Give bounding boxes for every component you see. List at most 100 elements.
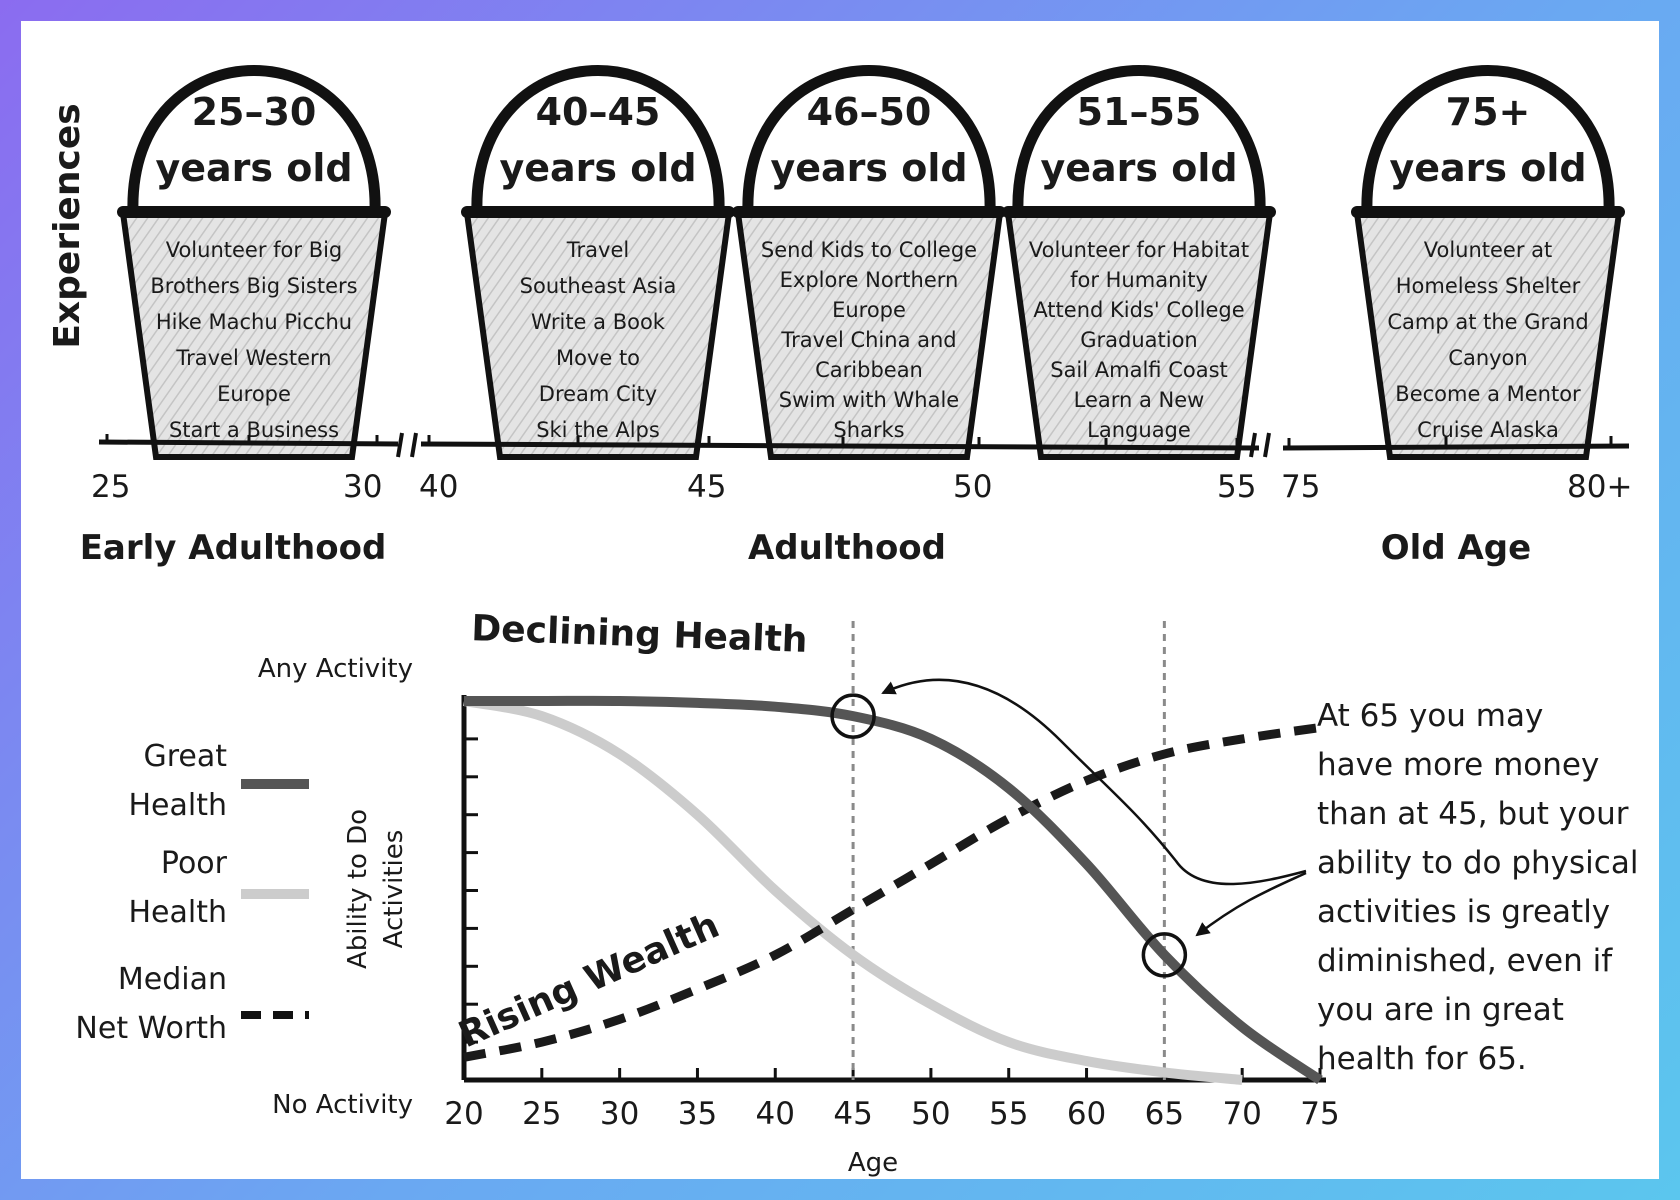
note-line: you are in great	[1317, 992, 1564, 1028]
legend-net-worth-line2: Net Worth	[75, 1011, 227, 1046]
bucket-item-text: for Humanity	[1070, 268, 1208, 292]
life-timeline: 25 30 40 45 50 55 75 80+ Early Adulthood…	[80, 432, 1632, 568]
bucket-handle	[1361, 65, 1615, 214]
series-median-net-worth	[463, 723, 1321, 1062]
x-tick-label: 50	[911, 1096, 950, 1132]
y-axis-label-line2: Activities	[379, 830, 409, 949]
bucket-rim	[1351, 206, 1625, 218]
legend-net-worth-line1: Median	[118, 962, 227, 997]
y-top-label: Any Activity	[258, 654, 413, 684]
bucket-title-years: years old	[1389, 146, 1586, 190]
infographic-canvas: Experiences 25–30 years old Volunteer for …	[47, 65, 1638, 1178]
timeline-break-2	[1249, 432, 1271, 458]
x-tick-label: 75	[1300, 1096, 1339, 1132]
bucket-title-age: 75+	[1446, 90, 1531, 134]
bucket-item-text: Travel China and	[780, 328, 956, 352]
chart-markers	[830, 693, 1188, 978]
bucket-item-text: Brothers Big Sisters	[150, 274, 357, 298]
x-tick-label: 25	[522, 1096, 561, 1132]
bucket-rim	[1002, 206, 1276, 218]
chart-legend: Great Health Poor Health Median Net Wort…	[75, 739, 309, 1046]
bucket-list-group: 25–30 years old Volunteer for Big Brothers …	[117, 65, 1625, 460]
bucket-title-age: 51–55	[1077, 90, 1202, 134]
bucket-item-text: Southeast Asia	[520, 274, 677, 298]
legend-great-health-line1: Great	[143, 739, 227, 774]
timeline-tick-40: 40	[419, 469, 458, 505]
series-poor-health	[463, 696, 1243, 1085]
bucket-item-text: Homeless Shelter	[1396, 274, 1581, 298]
legend-poor-health-line1: Poor	[161, 846, 228, 881]
timeline-segment-old	[1282, 443, 1630, 451]
callout-note: At 65 you may have more money than at 45, …	[1317, 698, 1638, 1077]
stage-old-age: Old Age	[1381, 528, 1531, 568]
bucket-rim	[732, 206, 1006, 218]
note-line: At 65 you may	[1317, 698, 1543, 734]
bucket-item-text: Travel	[566, 238, 629, 262]
chart-axes	[461, 695, 1326, 1083]
bucket-item-text: Volunteer at	[1424, 238, 1553, 262]
bucket-item-text: Become a Mentor	[1395, 382, 1581, 406]
bucket-item-text: Sail Amalfi Coast	[1050, 358, 1228, 382]
bucket-item-text: Start a Business	[169, 418, 339, 442]
x-tick-label: 40	[756, 1096, 795, 1132]
bucket-item-text: Swim with Whale	[779, 388, 959, 412]
bucket-item-text: Cruise Alaska	[1417, 418, 1559, 442]
x-axis-label: Age	[848, 1148, 898, 1178]
note-line: have more money	[1317, 747, 1599, 783]
bucket-item-text: Move to	[556, 346, 640, 370]
note-line: than at 45, but your	[1317, 796, 1629, 832]
bucket-item-text: Volunteer for Big	[166, 238, 343, 262]
bucket-title-years: years old	[1040, 146, 1237, 190]
stage-early-adulthood: Early Adulthood	[80, 528, 387, 568]
highlight-marker	[830, 693, 876, 739]
bucket-item-text: Hike Machu Picchu	[156, 310, 352, 334]
stage-adulthood: Adulthood	[748, 528, 946, 568]
bucket-handle	[742, 65, 996, 214]
experiences-label: Experiences	[47, 103, 88, 348]
x-tick-label: 60	[1067, 1096, 1106, 1132]
bucket-title-age: 46–50	[807, 90, 932, 134]
timeline-tick-30: 30	[343, 469, 382, 505]
chart-series	[463, 695, 1323, 1085]
bucket-item-text: Europe	[832, 298, 906, 322]
health-wealth-chart: Declining Health Any Activity No Activit…	[75, 608, 1638, 1178]
callout-arrow-45	[881, 678, 1307, 886]
bucket-handle	[127, 65, 381, 214]
highlight-marker	[1141, 932, 1188, 978]
bucket-item-text: Graduation	[1080, 328, 1198, 352]
timeline-tick-25: 25	[91, 469, 130, 505]
callout-arrow-65	[1195, 871, 1307, 937]
x-tick-label: 45	[833, 1096, 872, 1132]
x-tick-label: 55	[989, 1096, 1028, 1132]
timeline-tick-55: 55	[1217, 469, 1256, 505]
note-line: activities is greatly	[1317, 894, 1610, 930]
timeline-ticks	[105, 434, 1613, 448]
y-bottom-label: No Activity	[272, 1090, 413, 1120]
bucket-item-text: Ski the Alps	[536, 418, 660, 442]
x-tick-labels: 20 25 30 35 40 45 50 55 60 65 70 75	[444, 1096, 1339, 1132]
timeline-tick-75: 75	[1281, 469, 1320, 505]
bucket: 25–30 years old Volunteer for Big Brothers …	[117, 65, 391, 460]
bucket-title-age: 40–45	[536, 90, 661, 134]
y-axis-label-line1: Ability to Do	[343, 809, 373, 969]
x-tick-label: 35	[678, 1096, 717, 1132]
timeline-tick-50: 50	[953, 469, 992, 505]
bucket-item-text: Caribbean	[815, 358, 923, 382]
bucket-item-text: Language	[1087, 418, 1191, 442]
timeline-break-1	[396, 432, 418, 458]
legend-great-health-line2: Health	[128, 788, 227, 823]
bucket-handle	[471, 65, 725, 214]
bucket-item-text: Write a Book	[531, 310, 666, 334]
chart-title: Declining Health	[471, 608, 808, 661]
x-tick-label: 30	[600, 1096, 639, 1132]
note-line: health for 65.	[1317, 1041, 1527, 1077]
bucket-item-text: Dream City	[539, 382, 657, 406]
timeline-segment-adult	[420, 441, 1260, 451]
x-tick-label: 65	[1145, 1096, 1184, 1132]
bucket-handle	[1012, 65, 1266, 214]
bucket-rim	[461, 206, 735, 218]
bucket-title-age: 25–30	[192, 90, 317, 134]
bucket-title-years: years old	[499, 146, 696, 190]
bucket-item-text: Sharks	[833, 418, 904, 442]
bucket-item-text: Travel Western	[175, 346, 331, 370]
